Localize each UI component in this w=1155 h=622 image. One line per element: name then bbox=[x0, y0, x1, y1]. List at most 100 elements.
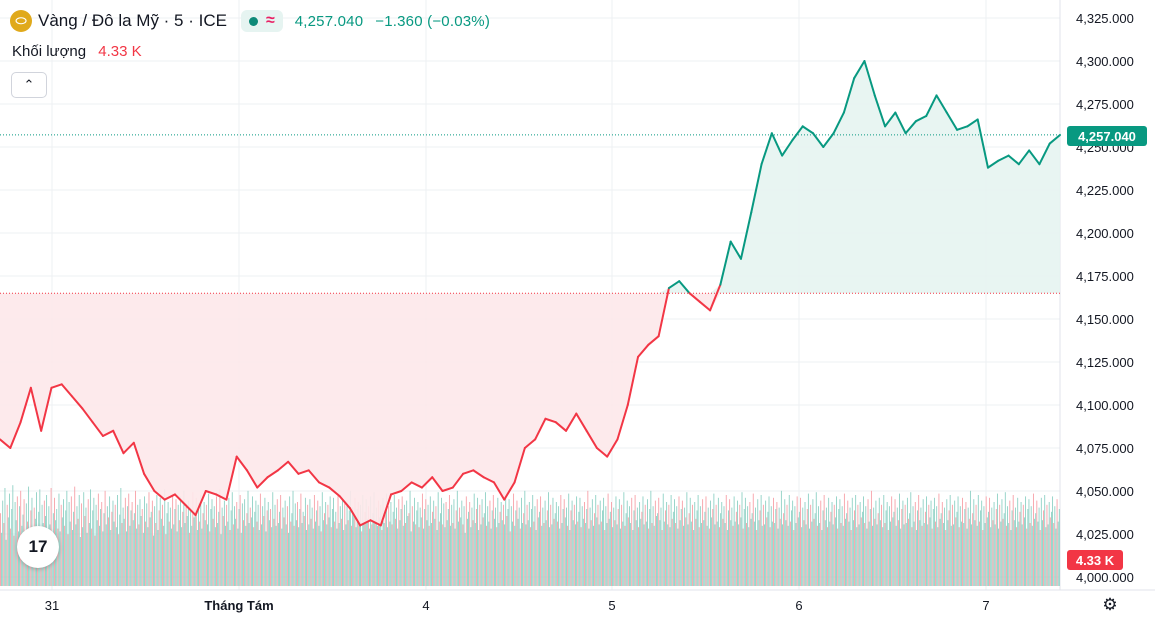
volume-value: 4.33 K bbox=[98, 43, 142, 60]
x-tick-label: 31 bbox=[45, 598, 59, 613]
volume-bar bbox=[625, 513, 627, 586]
volume-bar bbox=[466, 518, 468, 586]
volume-bar bbox=[769, 527, 771, 586]
volume-bar bbox=[59, 531, 61, 586]
volume-bar bbox=[957, 496, 959, 586]
volume-bar bbox=[369, 528, 370, 586]
volume-bar bbox=[512, 521, 513, 586]
volume-bar bbox=[246, 513, 248, 586]
volume-bar bbox=[264, 497, 266, 586]
volume-bar bbox=[555, 502, 557, 586]
volume-bar bbox=[867, 499, 869, 586]
volume-bar bbox=[201, 528, 203, 586]
volume-bar bbox=[238, 509, 240, 586]
volume-bar bbox=[740, 517, 742, 586]
price-change: −1.360 (−0.03%) bbox=[375, 12, 491, 30]
volume-bar bbox=[712, 509, 714, 586]
collapse-legend-button[interactable]: ⌃ bbox=[11, 72, 47, 98]
settings-gear-icon[interactable]: ⚙ bbox=[1102, 595, 1118, 614]
volume-bar bbox=[282, 507, 284, 586]
volume-bar bbox=[1012, 495, 1014, 586]
chart-header: ⬭ Vàng / Đô la Mỹ · 5 · ICE ≈ 4,257.040 … bbox=[10, 10, 490, 32]
volume-bar bbox=[721, 502, 723, 586]
volume-bar bbox=[447, 509, 449, 586]
volume-bar bbox=[680, 509, 682, 586]
volume-bar bbox=[557, 521, 558, 586]
price-segment bbox=[50, 383, 63, 389]
price-segment bbox=[29, 386, 43, 432]
price-segment bbox=[791, 125, 804, 142]
volume-bar bbox=[612, 527, 614, 586]
price-segment bbox=[287, 460, 300, 475]
volume-bar bbox=[451, 504, 453, 586]
volume-bar bbox=[141, 509, 143, 586]
volume-bar bbox=[819, 523, 821, 586]
volume-bar bbox=[1020, 502, 1022, 586]
volume-bar bbox=[380, 504, 382, 586]
volume-bar bbox=[650, 490, 652, 586]
volume-bar bbox=[505, 496, 507, 586]
volume-bar bbox=[15, 520, 17, 586]
volume-bar bbox=[767, 511, 769, 586]
volume-bar bbox=[986, 517, 988, 586]
price-segment bbox=[225, 455, 238, 501]
price-segment bbox=[451, 472, 465, 489]
volume-bar bbox=[408, 513, 410, 586]
volume-bar bbox=[697, 495, 699, 586]
volume-bar bbox=[351, 525, 352, 586]
volume-bar bbox=[1027, 509, 1029, 586]
volume-bar bbox=[774, 523, 776, 586]
volume-bar bbox=[105, 524, 107, 586]
volume-bar bbox=[964, 509, 966, 586]
volume-bar bbox=[999, 504, 1001, 586]
volume-bar bbox=[10, 528, 12, 586]
volume-bar bbox=[352, 507, 354, 586]
volume-bar bbox=[656, 516, 657, 586]
volume-bar bbox=[605, 506, 607, 586]
volume-bar bbox=[91, 528, 93, 586]
price-segment bbox=[307, 469, 321, 484]
volume-bar bbox=[974, 520, 976, 586]
volume-bar bbox=[969, 490, 971, 586]
volume-bar bbox=[724, 523, 726, 586]
market-status-pill[interactable]: ≈ bbox=[240, 10, 283, 32]
volume-bar bbox=[965, 502, 967, 586]
volume-bar bbox=[337, 493, 339, 586]
volume-bar bbox=[436, 530, 438, 586]
market-open-dot-icon bbox=[248, 16, 258, 26]
volume-bar bbox=[822, 510, 824, 586]
price-segment bbox=[863, 60, 876, 97]
volume-bar bbox=[333, 497, 334, 586]
volume-bar bbox=[770, 506, 772, 586]
volume-bar bbox=[390, 502, 392, 586]
gold-coin-icon[interactable]: ⬭ bbox=[10, 10, 32, 32]
volume-bar bbox=[150, 511, 152, 586]
volume-bar bbox=[0, 513, 1, 586]
volume-bar bbox=[202, 513, 204, 586]
volume-bar bbox=[569, 530, 571, 586]
volume-bar bbox=[435, 506, 437, 586]
volume-bar bbox=[177, 504, 179, 586]
volume-bar bbox=[595, 495, 597, 586]
volume-bar bbox=[843, 493, 845, 586]
volume-bar bbox=[870, 490, 872, 586]
volume-legend[interactable]: Khối lượng 4.33 K bbox=[12, 43, 142, 60]
volume-bar bbox=[434, 518, 436, 586]
volume-bar bbox=[492, 495, 494, 586]
volume-bar bbox=[366, 518, 368, 586]
price-segment bbox=[503, 481, 516, 501]
volume-bar bbox=[783, 513, 785, 586]
volume-bar bbox=[1046, 504, 1048, 586]
symbol-title[interactable]: Vàng / Đô la Mỹ · 5 · ICE bbox=[38, 11, 227, 30]
volume-bar bbox=[357, 502, 359, 586]
volume-bar bbox=[270, 509, 271, 586]
volume-bar bbox=[882, 527, 884, 586]
volume-bar bbox=[800, 497, 801, 586]
volume-bars bbox=[0, 485, 1060, 586]
volume-bar bbox=[78, 495, 80, 586]
price-segment bbox=[266, 469, 279, 479]
volume-bar bbox=[99, 525, 100, 586]
tradingview-logo-icon[interactable]: 17 bbox=[17, 526, 59, 568]
volume-bar bbox=[757, 499, 759, 586]
